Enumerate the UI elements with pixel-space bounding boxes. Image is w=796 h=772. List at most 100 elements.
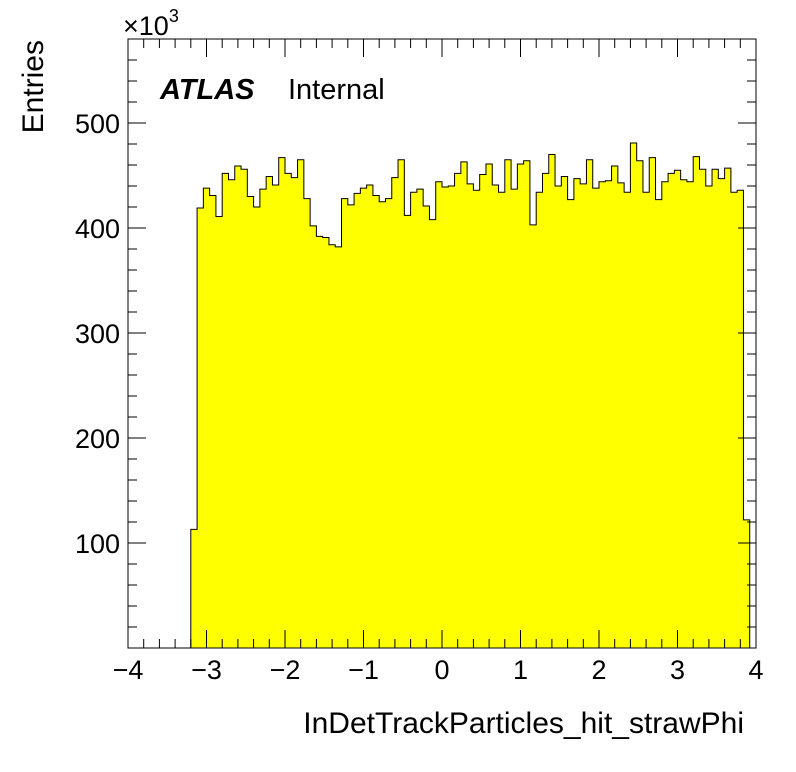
histogram-bin [542, 173, 550, 648]
x-tick-label: 2 [591, 655, 606, 685]
histogram-bin [686, 181, 694, 649]
histogram-bin [266, 176, 273, 649]
histogram-bin [661, 181, 669, 649]
histogram-bin [423, 205, 430, 648]
histogram-outline [190, 142, 751, 648]
histogram-bin [416, 189, 424, 648]
histogram-bin [347, 204, 355, 648]
atlas-label: ATLAS [159, 74, 255, 106]
histogram-bin [680, 179, 688, 648]
x-tick-label: 0 [434, 655, 449, 685]
histogram-bin [567, 199, 575, 648]
y-tick-label: 100 [75, 529, 120, 559]
histogram-bin [209, 195, 217, 648]
histogram-bin [442, 187, 449, 649]
x-tick-label: −1 [348, 655, 379, 685]
histogram-bin [398, 159, 405, 648]
histogram-bin [391, 177, 399, 648]
histogram-bin [310, 225, 317, 648]
histogram-bin [316, 236, 324, 648]
histogram-bin [215, 216, 223, 648]
histogram-bin [517, 163, 525, 648]
histogram-bin [303, 198, 311, 648]
histogram-bin [379, 201, 386, 648]
histogram-bin [718, 178, 725, 648]
histogram-bin [561, 176, 568, 649]
histogram-bars [190, 142, 751, 649]
histogram-bin [674, 170, 682, 648]
histogram-bin [617, 182, 625, 648]
x-tick-label: −4 [113, 655, 144, 685]
histogram-bin [693, 156, 700, 648]
histogram-bin [473, 190, 481, 648]
histogram-bin [190, 529, 198, 648]
histogram-bin [278, 157, 286, 648]
histogram-bin [649, 157, 656, 648]
histogram-bin [498, 192, 506, 649]
histogram-bin [234, 166, 242, 649]
y-tick-label: 500 [75, 109, 120, 139]
histogram-bin [611, 166, 619, 649]
histogram-bin [592, 188, 600, 648]
histogram-bin [429, 219, 437, 648]
histogram-bin [555, 186, 562, 648]
histogram-bin [335, 246, 342, 648]
histogram-bin [712, 169, 719, 648]
histogram-bin [341, 198, 349, 648]
histogram-bin [511, 189, 518, 648]
histogram-bin [536, 192, 543, 649]
histogram-bin [297, 159, 305, 648]
histogram-bin [630, 142, 638, 648]
x-tick-label: 1 [513, 655, 528, 685]
histogram-bin [599, 181, 606, 649]
histogram-bin [454, 173, 462, 648]
histogram-bin [435, 181, 443, 649]
histogram-bin [410, 192, 418, 649]
histogram-bin [285, 173, 292, 648]
histogram-bin [385, 198, 393, 648]
histogram-bin [655, 199, 663, 648]
internal-label: Internal [288, 74, 385, 106]
histogram-bin [467, 183, 474, 648]
histogram-bin [523, 160, 531, 649]
histogram-bin [291, 177, 298, 648]
histogram-bin [642, 192, 650, 649]
histogram-bin [492, 184, 499, 648]
y-tick-labels: 100 200 300 400 500 [75, 109, 120, 559]
histogram-bin [668, 173, 675, 648]
histogram-bin [699, 169, 707, 648]
histogram-bin [328, 244, 336, 649]
histogram-bin [730, 192, 738, 649]
x-tick-label: 4 [748, 655, 763, 685]
histogram-bin [247, 196, 254, 648]
histogram-bin [624, 192, 631, 649]
histogram-bin [586, 159, 594, 648]
histogram-bin [504, 159, 512, 648]
histogram-bin [636, 160, 644, 649]
x-tick-label: −3 [191, 655, 222, 685]
histogram-bin [404, 215, 411, 648]
histogram-bin [372, 195, 380, 648]
histogram-bin [272, 184, 280, 648]
axis-ticks [127, 38, 757, 648]
histogram-bin [529, 224, 537, 648]
histogram-bin [724, 168, 732, 648]
y-exponent-label: ×103 [123, 6, 179, 41]
histogram-bin [354, 193, 361, 648]
histogram-bin [253, 207, 261, 648]
y-axis-title: Entries [17, 40, 50, 133]
histogram-bin [366, 184, 374, 648]
x-tick-label: −2 [270, 655, 301, 685]
histogram-bin [222, 173, 229, 648]
x-axis-title: InDetTrackParticles_hit_strawPhi [303, 707, 744, 740]
histogram-bin [228, 179, 236, 648]
histogram-bin [548, 154, 556, 648]
histogram-bin [460, 161, 468, 648]
histogram-bin [322, 237, 330, 648]
histogram-bin [197, 208, 204, 649]
histogram-bin [705, 186, 713, 648]
histogram-bin [573, 178, 581, 648]
x-tick-label: 3 [670, 655, 685, 685]
histogram-bin [479, 174, 487, 648]
